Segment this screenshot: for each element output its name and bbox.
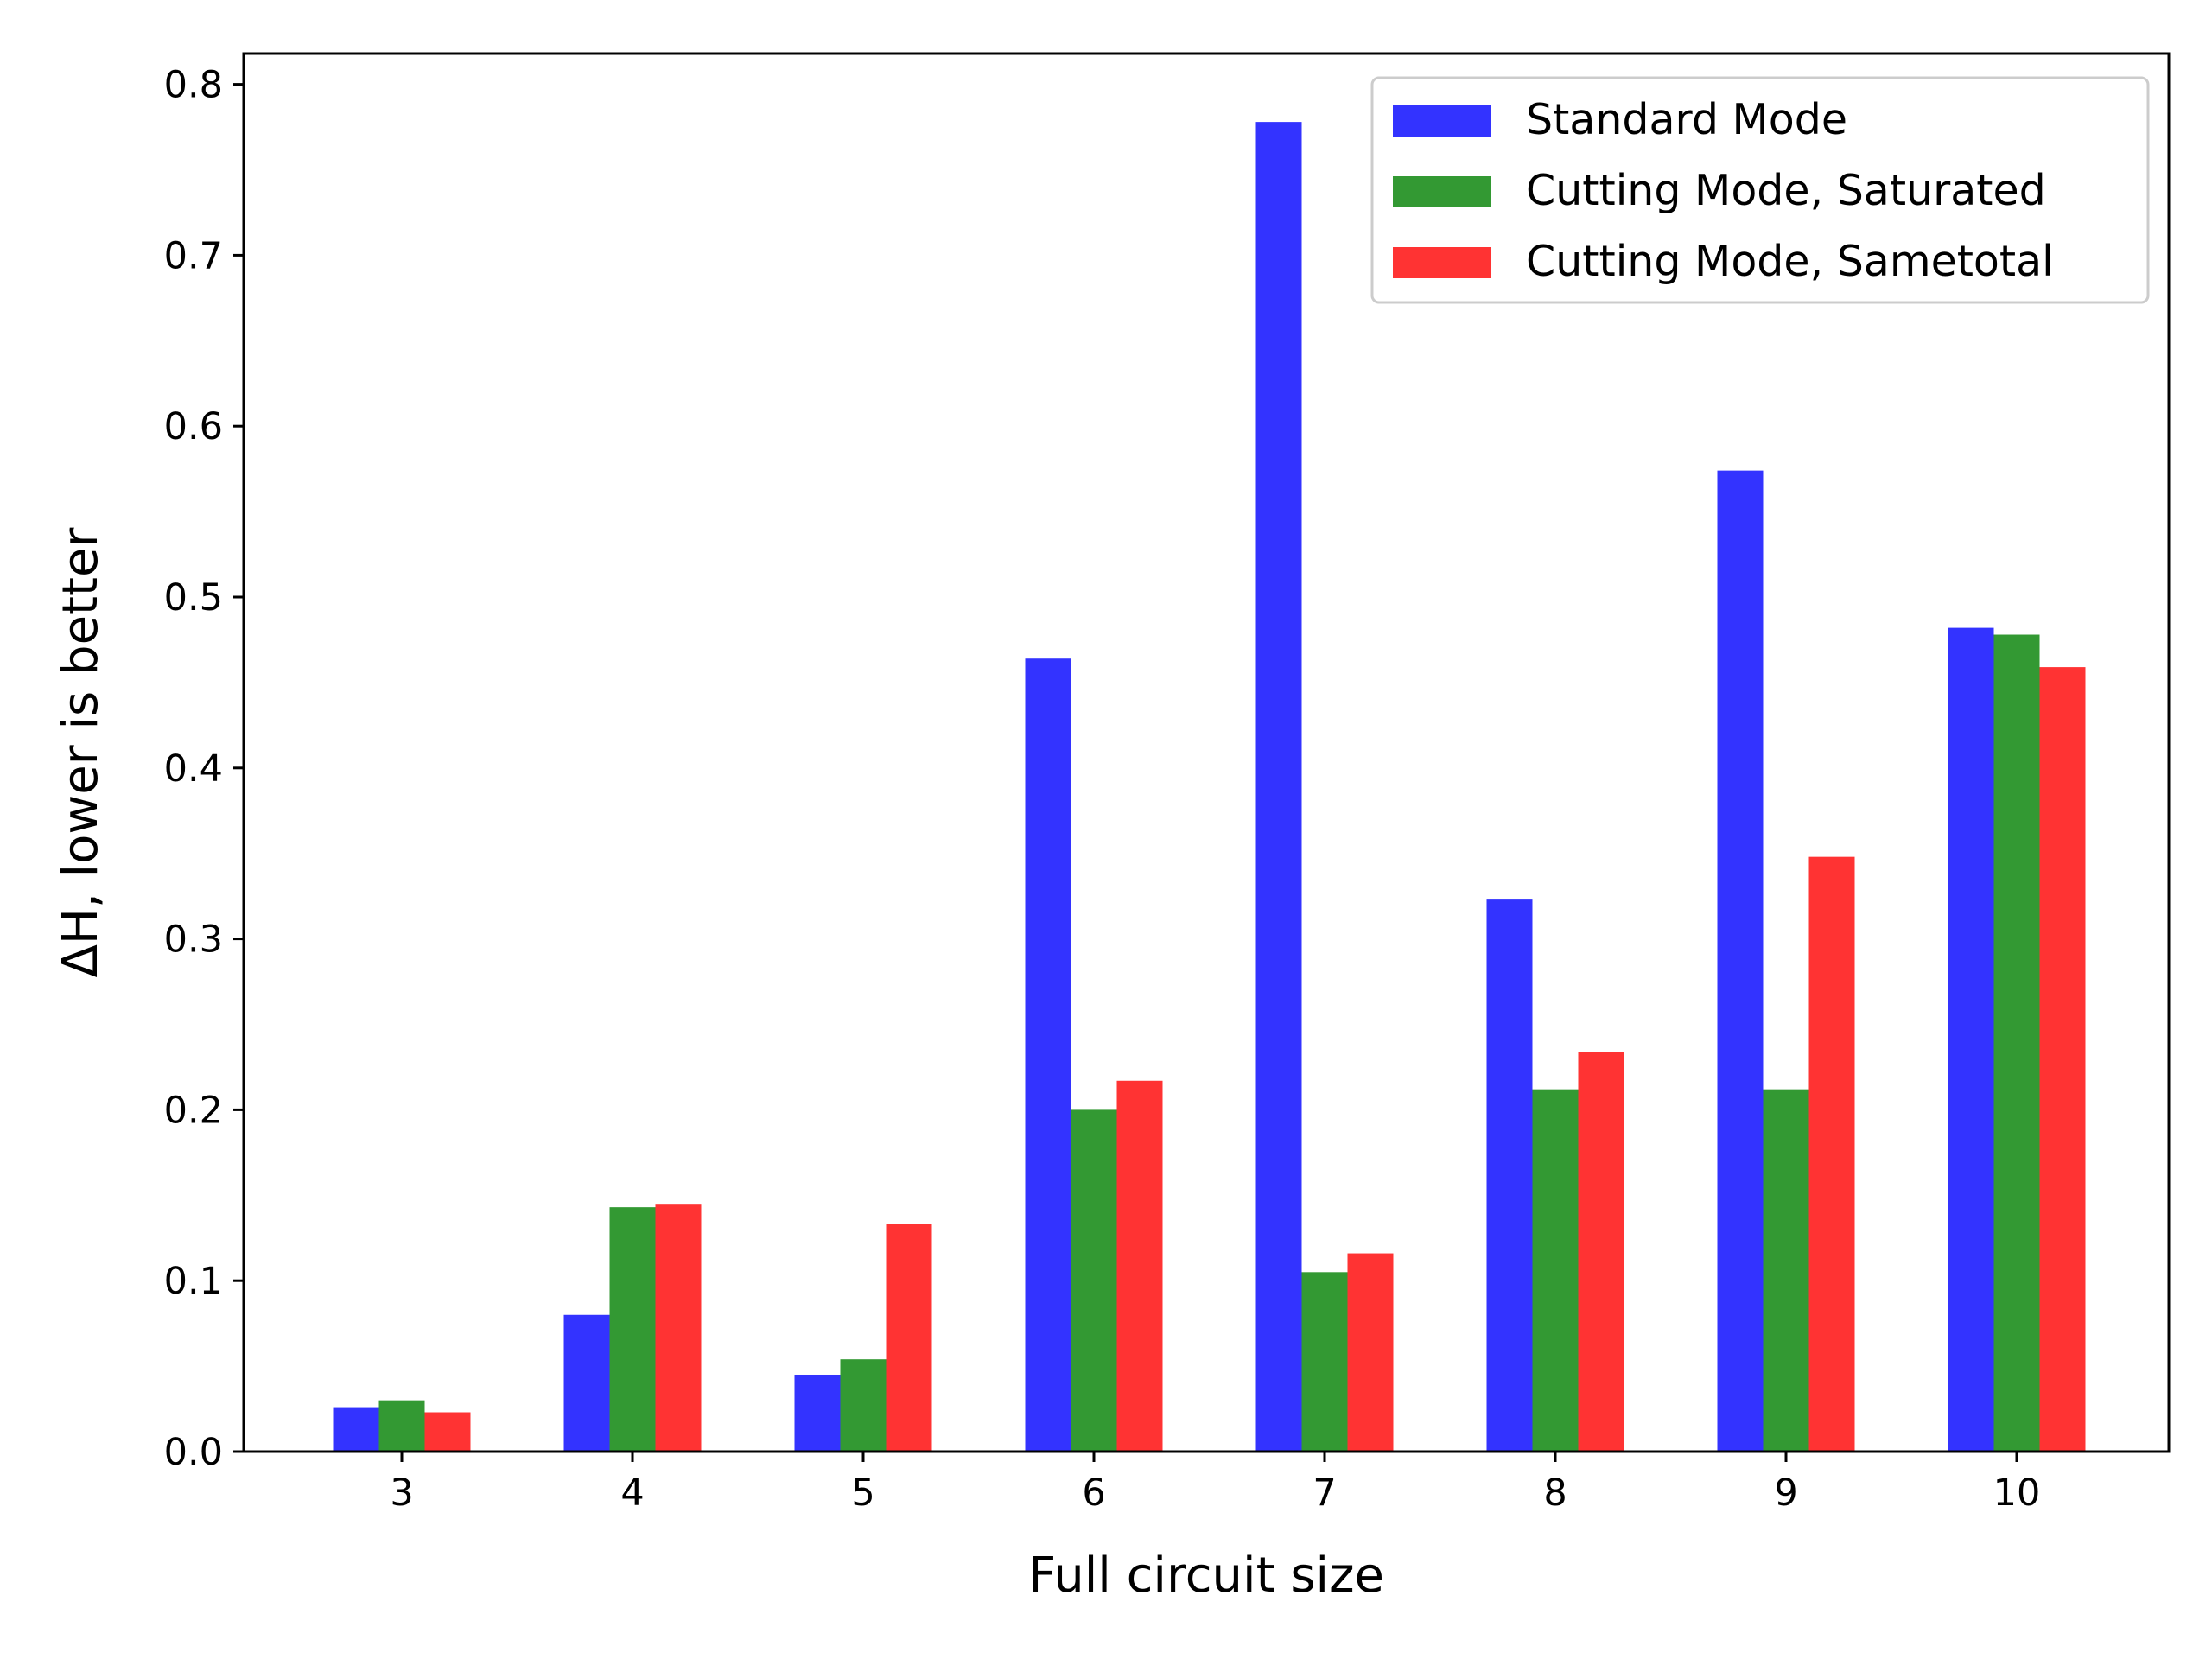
y-tick-label: 0.1 bbox=[164, 1260, 223, 1303]
bar-2-4 bbox=[609, 1207, 656, 1452]
bar-3-9 bbox=[1808, 856, 1855, 1452]
x-tick-label: 7 bbox=[1313, 1471, 1336, 1515]
bar-2-3 bbox=[378, 1400, 425, 1452]
legend: Standard Mode Cutting Mode, Saturated Cutt… bbox=[1370, 76, 2150, 304]
plot-area-frame bbox=[242, 52, 2171, 1453]
x-axis: 3 4 5 6 7 8 9 10 bbox=[390, 1452, 2040, 1515]
bar-1-3 bbox=[333, 1407, 379, 1452]
bar-3-4 bbox=[655, 1204, 702, 1452]
y-tick-label: 0.7 bbox=[164, 234, 223, 277]
x-axis-label: Full circuit size bbox=[1028, 1548, 1384, 1604]
legend-box bbox=[1370, 76, 2150, 304]
x-tick-label: 6 bbox=[1082, 1471, 1105, 1515]
bar-3-10 bbox=[2039, 667, 2086, 1452]
bar-1-8 bbox=[1486, 899, 1533, 1452]
bar-1-10 bbox=[1948, 627, 1994, 1452]
y-tick-label: 0.5 bbox=[164, 576, 223, 620]
legend-swatch-3 bbox=[1393, 247, 1491, 278]
legend-label-2: Cutting Mode, Saturated bbox=[1526, 166, 2046, 215]
x-tick-label: 9 bbox=[1774, 1471, 1797, 1515]
legend-label-1: Standard Mode bbox=[1526, 95, 1847, 144]
bar-3-3 bbox=[424, 1412, 471, 1452]
bar-3-8 bbox=[1578, 1052, 1624, 1452]
bar-2-6 bbox=[1071, 1109, 1117, 1452]
bar-3-7 bbox=[1347, 1253, 1394, 1452]
bar-2-10 bbox=[1993, 634, 2040, 1452]
x-tick-label: 4 bbox=[620, 1471, 644, 1515]
bar-1-9 bbox=[1717, 470, 1764, 1452]
bar-2-7 bbox=[1301, 1272, 1348, 1452]
bar-3-5 bbox=[886, 1224, 932, 1452]
legend-label-3: Cutting Mode, Sametotal bbox=[1526, 237, 2054, 286]
bar-1-7 bbox=[1255, 122, 1302, 1452]
y-tick-label: 0.4 bbox=[164, 747, 223, 791]
bars-group bbox=[333, 122, 2086, 1452]
bar-2-5 bbox=[840, 1359, 887, 1452]
bar-1-5 bbox=[794, 1374, 841, 1452]
legend-swatch-2 bbox=[1393, 176, 1491, 207]
x-tick-label: 3 bbox=[390, 1471, 413, 1515]
x-tick-label: 8 bbox=[1543, 1471, 1567, 1515]
bar-2-8 bbox=[1532, 1089, 1579, 1452]
bar-1-6 bbox=[1025, 658, 1071, 1452]
y-tick-label: 0.0 bbox=[164, 1431, 223, 1474]
x-tick-label: 10 bbox=[1993, 1471, 2041, 1515]
y-tick-label: 0.3 bbox=[164, 918, 223, 962]
y-tick-label: 0.6 bbox=[164, 405, 223, 448]
bar-1-4 bbox=[563, 1314, 610, 1452]
bar-2-9 bbox=[1763, 1089, 1809, 1452]
y-tick-label: 0.2 bbox=[164, 1089, 223, 1132]
y-axis-label: ΔH, lower is better bbox=[53, 527, 109, 978]
bar-3-6 bbox=[1116, 1080, 1163, 1452]
y-axis: 0.0 0.1 0.2 0.3 0.4 0.5 0.6 0.7 0.8 bbox=[164, 64, 244, 1474]
y-tick-label: 0.8 bbox=[164, 64, 223, 107]
legend-swatch-1 bbox=[1393, 105, 1491, 137]
x-tick-label: 5 bbox=[851, 1471, 874, 1515]
